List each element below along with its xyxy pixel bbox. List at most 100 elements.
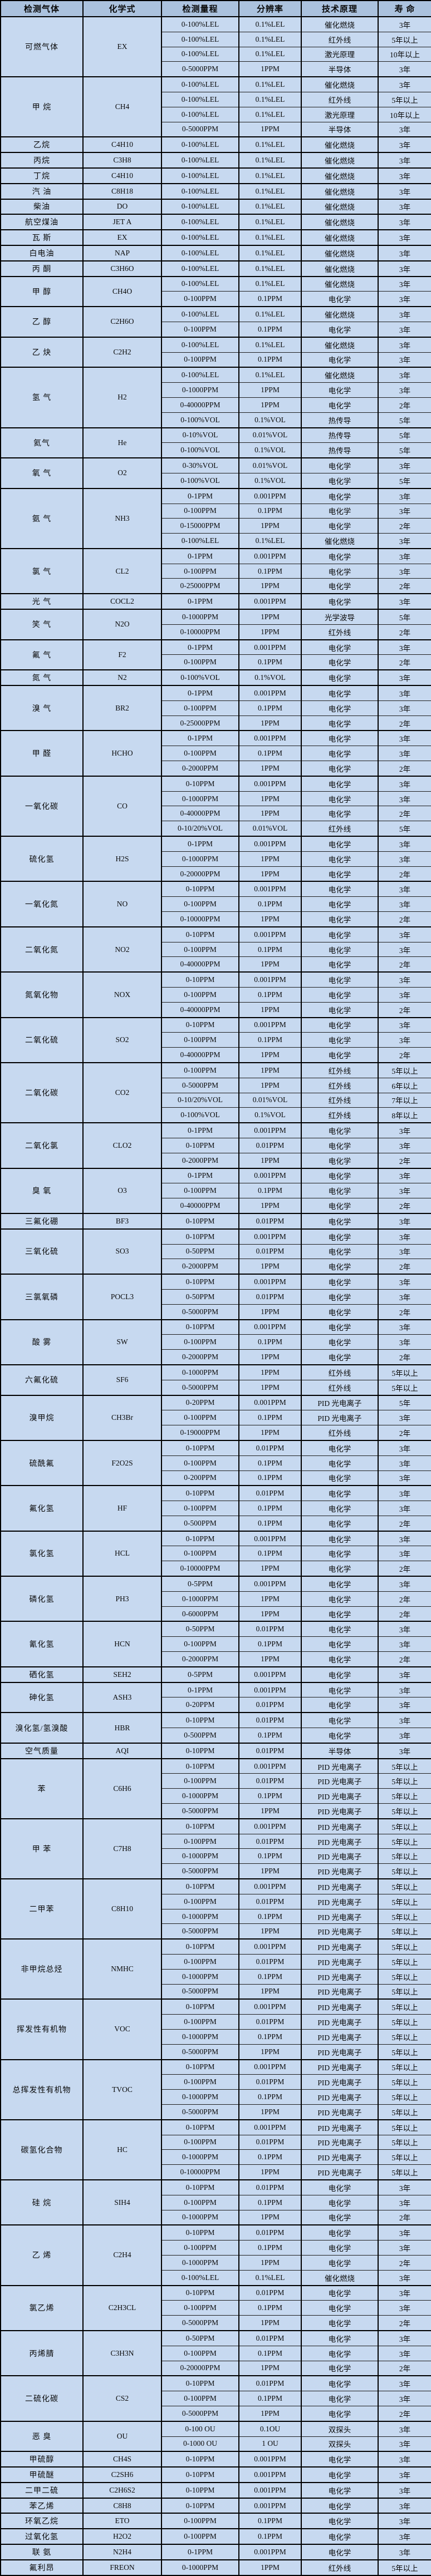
principle-cell: 电化学 bbox=[301, 1501, 379, 1516]
gas-name-cell: 甲 烷 bbox=[0, 76, 84, 137]
table-row: 二氧化氯 CLO2 0-1PPM 0.001PPM 电化学 3年 bbox=[0, 1122, 431, 1169]
lifespan-cell: 2年 bbox=[378, 1606, 431, 1622]
lifespan-cell: 3年 bbox=[378, 487, 431, 504]
gas-name-cell: 酸 雾 bbox=[0, 1319, 84, 1365]
principle-cell: 红外线 bbox=[301, 31, 379, 47]
resolution-cell: 0.01PPM bbox=[238, 1621, 302, 1637]
table-row: 0-5000PPM 1PPM PID 光电离子 5年以上 bbox=[1, 2104, 431, 2120]
table-row: 环氧乙烷 ETO 0-100PPM 0.1PPM 电化学 3年 bbox=[0, 2513, 431, 2529]
gas-name-cell: 联 氨 bbox=[0, 2544, 84, 2560]
lifespan-cell: 3年 bbox=[378, 1470, 431, 1486]
range-cell: 0-100%LEL bbox=[161, 91, 239, 107]
range-cell: 0-5000PPM bbox=[161, 1379, 239, 1396]
lifespan-cell: 3年 bbox=[378, 1228, 431, 1245]
table-row: 恶 臭 OU 0-100 OU 0.1OU 双探头 3年 bbox=[0, 2420, 431, 2452]
lifespan-cell: 5年以上 bbox=[378, 2014, 431, 2030]
lifespan-cell: 2年 bbox=[378, 806, 431, 822]
lifespan-cell: 5年以上 bbox=[378, 1923, 431, 1940]
table-row: 0-10000PPM 1PPM 红外线 2年 bbox=[1, 624, 431, 640]
chemical-formula-cell: NO2 bbox=[82, 926, 162, 973]
resolution-cell: 1PPM bbox=[238, 1152, 302, 1169]
table-row: 氟 气 F2 0-1PPM 0.001PPM 电化学 3年 bbox=[0, 639, 431, 670]
lifespan-cell: 3年 bbox=[378, 1167, 431, 1184]
principle-cell: 电化学 bbox=[301, 775, 379, 792]
resolution-cell: 1PPM bbox=[238, 866, 302, 882]
table-row: 0-2000PPM 1PPM 电化学 2年 bbox=[1, 761, 431, 777]
resolution-cell: 0.1%LEL bbox=[238, 31, 302, 47]
resolution-cell: 1PPM bbox=[238, 1425, 302, 1441]
col-header-principle: 技术原理 bbox=[301, 0, 379, 17]
principle-cell: 电化学 bbox=[301, 2315, 379, 2331]
principle-cell: 电化学 bbox=[301, 1439, 379, 1456]
resolution-cell: 0.1%LEL bbox=[238, 182, 302, 200]
range-cell: 0-1PPM bbox=[161, 685, 239, 701]
table-row: 乙 炔 C2H2 0-100%LEL 0.1%LEL 催化燃烧 3年 bbox=[0, 336, 431, 368]
principle-cell: PID 光电离子 bbox=[301, 1968, 379, 1985]
lifespan-cell: 3年 bbox=[378, 1576, 431, 1592]
resolution-cell: 1PPM bbox=[238, 2044, 302, 2060]
lifespan-cell: 2年 bbox=[378, 397, 431, 413]
table-row: 0-25000PPM 1PPM 电化学 2年 bbox=[1, 715, 431, 731]
chemical-formula-cell: CL2 bbox=[82, 547, 162, 594]
lifespan-cell: 2年 bbox=[378, 2209, 431, 2225]
lifespan-cell: 2年 bbox=[378, 654, 431, 670]
principle-cell: 电化学 bbox=[301, 503, 379, 519]
range-cell: 0-1000PPM bbox=[161, 791, 239, 807]
gas-name-cell: 乙 炔 bbox=[0, 336, 84, 368]
resolution-cell: 0.001PPM bbox=[238, 1228, 302, 1245]
resolution-cell: 0.1%LEL bbox=[238, 275, 302, 292]
chemical-formula-cell: PH3 bbox=[82, 1576, 162, 1622]
principle-cell: 红外线 bbox=[301, 1077, 379, 1093]
principle-cell: 红外线 bbox=[301, 1107, 379, 1123]
principle-cell: PID 光电离子 bbox=[301, 2134, 379, 2150]
resolution-cell: 0.1PPM bbox=[238, 2089, 302, 2105]
gas-name-cell: 甲 醇 bbox=[0, 275, 84, 307]
lifespan-cell: 5年以上 bbox=[378, 1788, 431, 1804]
lifespan-cell: 3年 bbox=[378, 775, 431, 792]
chemical-formula-cell: OU bbox=[82, 2420, 162, 2452]
resolution-cell: 0.1PPM bbox=[238, 1728, 302, 1744]
range-cell: 0-100PPM bbox=[161, 700, 239, 716]
col-header-range: 检测量程 bbox=[161, 0, 239, 17]
table-row: 氢 气 H2 0-100%LEL 0.1%LEL 催化燃烧 3年 bbox=[0, 367, 431, 428]
lifespan-cell: 3年 bbox=[378, 685, 431, 701]
lifespan-cell: 3年 bbox=[378, 941, 431, 958]
range-cell: 0-40000PPM bbox=[161, 1001, 239, 1018]
gas-name-cell: 可燃气体 bbox=[0, 16, 84, 77]
range-cell: 0-100PPM bbox=[161, 2014, 239, 2030]
resolution-cell: 0.1%VOL bbox=[238, 1107, 302, 1123]
lifespan-cell: 8年以上 bbox=[378, 1107, 431, 1123]
table-row: 非甲烷总烃 NMHC 0-10PPM 0.001PPM PID 光电离子 5年以上 bbox=[0, 1938, 431, 2000]
lifespan-cell: 2年 bbox=[378, 1047, 431, 1063]
table-row: 0-100PPM 0.1PPM 电化学 3年 bbox=[1, 896, 431, 912]
resolution-cell: 0.1PPM bbox=[238, 1968, 302, 1985]
chemical-formula-cell: C3H8 bbox=[82, 152, 162, 169]
table-row: 0-2000PPM 1PPM 电化学 2年 bbox=[1, 1259, 431, 1275]
resolution-cell: 1PPM bbox=[238, 1591, 302, 1607]
range-cell: 0-10PPM bbox=[161, 2284, 239, 2301]
chemical-formula-cell: N2O bbox=[82, 609, 162, 640]
table-row: 总挥发性有机物 TVOC 0-10PPM 0.001PPM PID 光电离子 5年以上 bbox=[0, 2059, 431, 2120]
table-row: 0-100PPM 0.1PPM 电化学 3年 bbox=[1, 352, 431, 368]
table-row: 丙烯腈 C3H3N 0-50PPM 0.01PPM 电化学 3年 bbox=[0, 2330, 431, 2376]
chemical-formula-cell: FREON bbox=[82, 2559, 162, 2576]
resolution-cell: 0.1PPM bbox=[238, 654, 302, 670]
table-row: 0-100PPM 0.01PPM PID 光电离子 5年以上 bbox=[1, 1833, 431, 1849]
table-row: 0-100PPM 0.1PPM 电化学 3年 bbox=[1, 2240, 431, 2256]
resolution-cell: 0.001PPM bbox=[238, 1274, 302, 1290]
gas-name-cell: 氢 气 bbox=[0, 367, 84, 428]
principle-cell: 半导体 bbox=[301, 1742, 379, 1759]
table-row: 0-10/20%VOL 0.01%VOL 红外线 5年 bbox=[1, 821, 431, 837]
principle-cell: 电化学 bbox=[301, 1530, 379, 1547]
resolution-cell: 1PPM bbox=[238, 121, 302, 137]
principle-cell: 电化学 bbox=[301, 669, 379, 686]
table-row: 苯乙烯 C8H8 0-10PPM 0.001PPM 电化学 3年 bbox=[0, 2497, 431, 2514]
principle-cell: 电化学 bbox=[301, 746, 379, 762]
resolution-cell: 0.001PPM bbox=[238, 2544, 302, 2560]
lifespan-cell: 3年 bbox=[378, 260, 431, 277]
principle-cell: 电化学 bbox=[301, 715, 379, 731]
lifespan-cell: 2年 bbox=[378, 1259, 431, 1275]
range-cell: 0-10000PPM bbox=[161, 911, 239, 927]
table-row: 0-5000PPM 1PPM 红外线 6年以上 bbox=[1, 1077, 431, 1093]
table-row: 0-100%VOL 0.1%VOL 热传导 5年 bbox=[1, 412, 431, 428]
